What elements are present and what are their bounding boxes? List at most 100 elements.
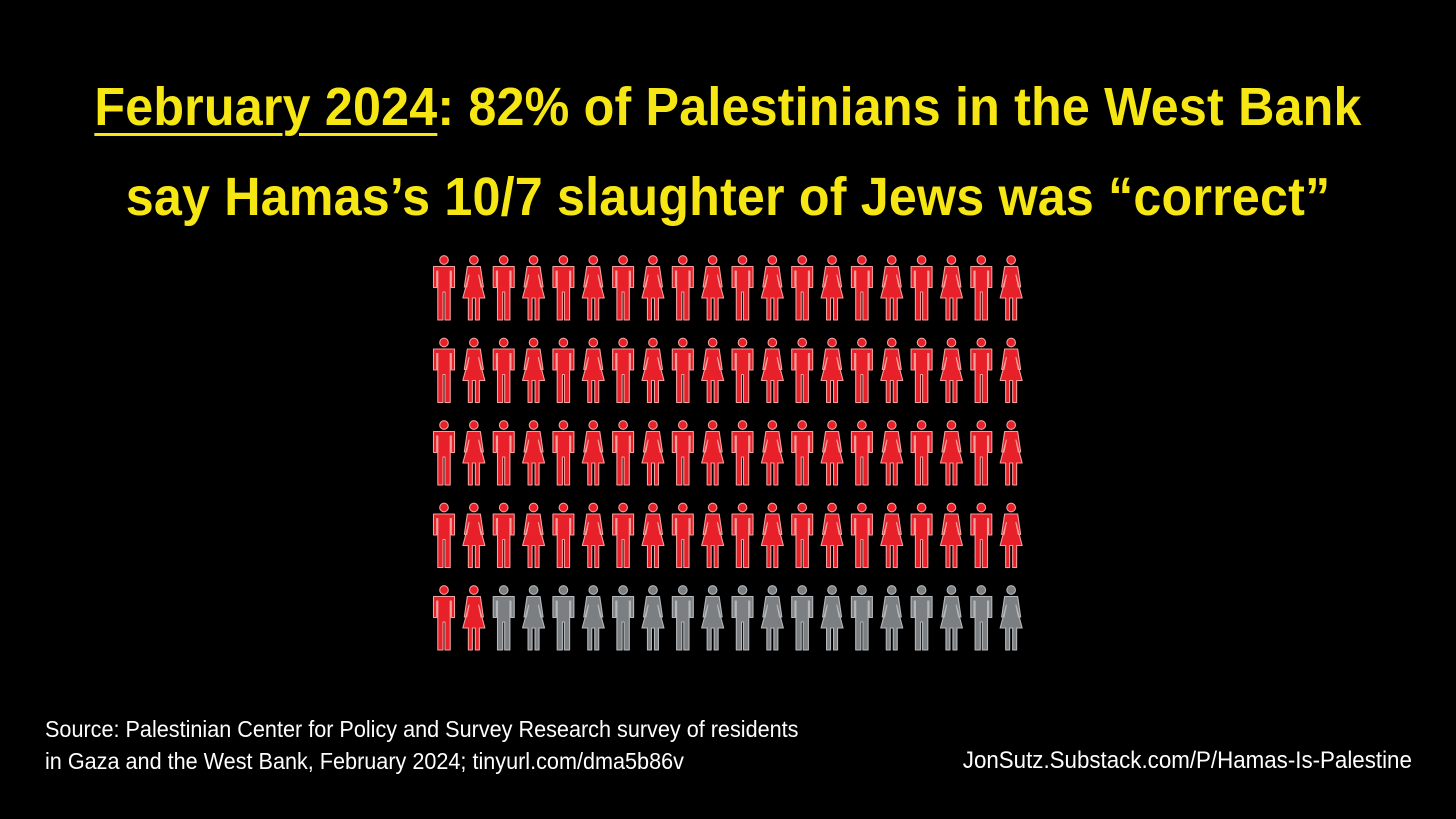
woman-icon — [939, 585, 964, 651]
woman-icon — [939, 255, 964, 321]
woman-icon — [760, 502, 784, 569]
man-icon — [492, 255, 515, 321]
man-icon — [731, 337, 754, 404]
man-icon — [731, 585, 754, 651]
man-icon — [552, 337, 575, 404]
man-icon — [612, 420, 635, 486]
woman-icon — [521, 502, 546, 569]
man-icon — [850, 585, 873, 651]
woman-icon — [820, 585, 844, 651]
woman-icon — [820, 502, 844, 569]
man-icon — [791, 502, 814, 569]
woman-icon — [820, 337, 844, 404]
woman-icon — [820, 255, 844, 321]
woman-icon — [880, 255, 904, 321]
man-icon — [432, 420, 456, 486]
man-icon — [492, 502, 515, 569]
man-icon — [910, 585, 933, 651]
woman-icon — [581, 502, 605, 569]
woman-icon — [462, 337, 486, 404]
source-note: Source: Palestinian Center for Policy an… — [45, 713, 872, 777]
source-line-2: in Gaza and the West Bank, February 2024… — [45, 748, 684, 774]
title-line-2: say Hamas’s 10/7 slaughter of Jews was “… — [125, 167, 1331, 227]
woman-icon — [581, 255, 605, 321]
woman-icon — [521, 337, 546, 404]
woman-icon — [641, 337, 665, 404]
man-icon — [552, 255, 575, 321]
man-icon — [910, 502, 933, 569]
man-icon — [671, 502, 694, 569]
woman-icon — [880, 502, 904, 569]
man-icon — [671, 337, 694, 404]
man-icon — [671, 255, 694, 321]
woman-icon — [701, 255, 725, 321]
man-icon — [671, 585, 694, 651]
man-icon — [552, 585, 575, 651]
man-icon — [910, 255, 933, 321]
woman-icon — [641, 420, 665, 486]
woman-icon — [939, 502, 964, 569]
man-icon — [552, 502, 575, 569]
woman-icon — [820, 420, 844, 486]
woman-icon — [641, 585, 665, 651]
man-icon — [910, 337, 933, 404]
woman-icon — [939, 420, 964, 486]
man-icon — [612, 337, 635, 404]
man-icon — [791, 585, 814, 651]
woman-icon — [760, 337, 784, 404]
man-icon — [791, 337, 814, 404]
man-icon — [612, 255, 635, 321]
woman-icon — [760, 420, 784, 486]
woman-icon — [581, 585, 605, 651]
woman-icon — [880, 585, 904, 651]
man-icon — [612, 502, 635, 569]
woman-icon — [760, 255, 784, 321]
woman-icon — [521, 585, 546, 651]
woman-icon — [999, 420, 1023, 486]
man-icon — [791, 420, 814, 486]
credit-url: JonSutz.Substack.com/P/Hamas-Is-Palestin… — [962, 747, 1412, 774]
title-date: February 2024 — [94, 77, 438, 137]
woman-icon — [701, 585, 725, 651]
man-icon — [612, 585, 635, 651]
woman-icon — [880, 420, 904, 486]
man-icon — [970, 337, 993, 404]
man-icon — [432, 337, 456, 404]
woman-icon — [462, 502, 486, 569]
man-icon — [731, 420, 754, 486]
man-icon — [791, 255, 814, 321]
woman-icon — [581, 420, 605, 486]
woman-icon — [939, 337, 964, 404]
man-icon — [731, 502, 754, 569]
woman-icon — [581, 337, 605, 404]
chart-title: February 2024: 82% of Palestinians in th… — [51, 62, 1405, 242]
woman-icon — [521, 420, 546, 486]
man-icon — [850, 420, 873, 486]
woman-icon — [701, 337, 725, 404]
man-icon — [492, 585, 515, 651]
woman-icon — [999, 585, 1023, 651]
title-line-1-rest: : 82% of Palestinians in the West Bank — [437, 77, 1362, 137]
woman-icon — [462, 420, 486, 486]
woman-icon — [880, 337, 904, 404]
man-icon — [552, 420, 575, 486]
man-icon — [492, 337, 515, 404]
woman-icon — [999, 502, 1023, 569]
woman-icon — [521, 255, 546, 321]
man-icon — [850, 337, 873, 404]
man-icon — [671, 420, 694, 486]
man-icon — [970, 420, 993, 486]
man-icon — [850, 255, 873, 321]
woman-icon — [999, 337, 1023, 404]
man-icon — [432, 502, 456, 569]
man-icon — [970, 502, 993, 569]
woman-icon — [641, 255, 665, 321]
pictogram-icons — [432, 255, 1023, 651]
woman-icon — [701, 502, 725, 569]
woman-icon — [760, 585, 784, 651]
source-line-1: Source: Palestinian Center for Policy an… — [45, 716, 799, 742]
man-icon — [432, 255, 456, 321]
man-icon — [492, 420, 515, 486]
man-icon — [970, 585, 993, 651]
